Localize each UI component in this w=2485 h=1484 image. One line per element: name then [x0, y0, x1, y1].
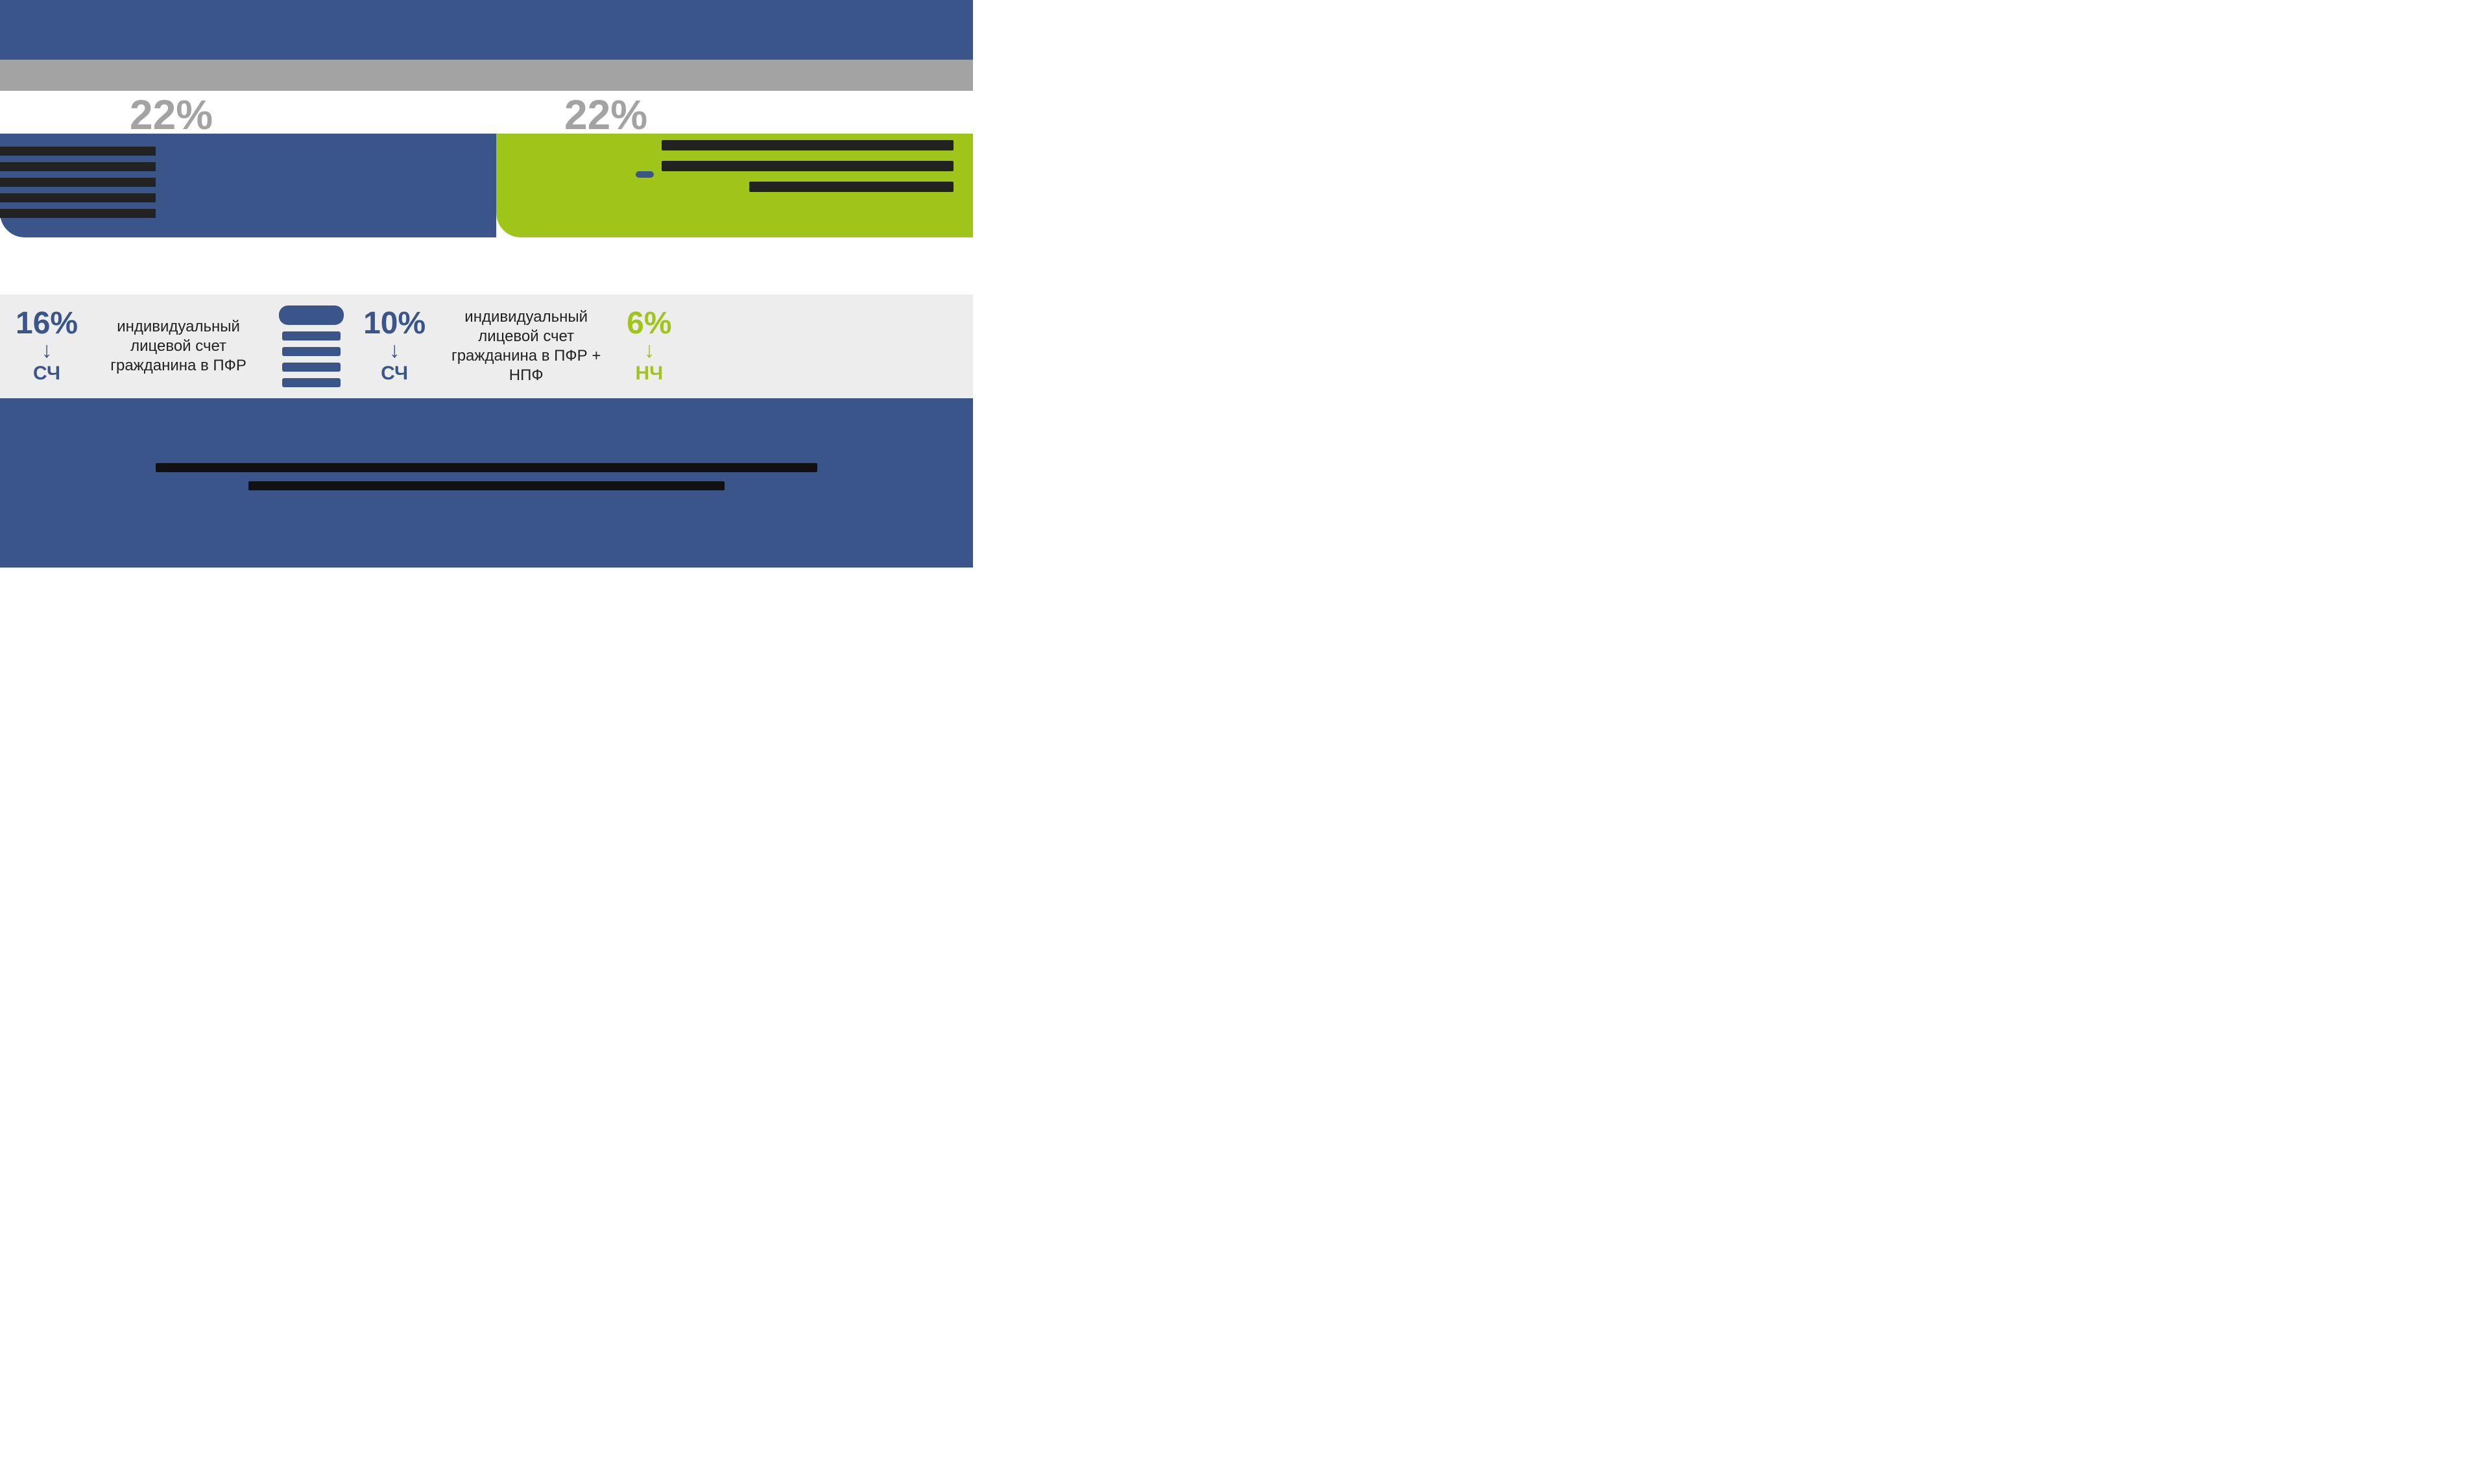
- headline-pct-right: 22%: [564, 91, 647, 139]
- barrel-icon: [279, 305, 344, 387]
- stripe: [0, 193, 156, 202]
- right-card-bar: [662, 140, 954, 150]
- bottom-bars: [156, 463, 817, 490]
- pct-tag: СЧ: [381, 363, 408, 385]
- right-card-bar: [749, 182, 954, 192]
- top-band: [0, 0, 973, 60]
- right-card: [662, 140, 954, 218]
- footer-bar: [156, 463, 817, 472]
- right-card-bar: [662, 161, 954, 171]
- stripe: [0, 147, 156, 156]
- arrow-down-icon: ↓: [643, 343, 654, 359]
- stripe: [0, 178, 156, 187]
- pct-value: 10%: [363, 308, 426, 339]
- barrel-line: [282, 347, 341, 356]
- barrel-cap: [279, 305, 344, 325]
- pct-block-16: 16% ↓ СЧ: [16, 308, 78, 385]
- barrel-line: [282, 378, 341, 387]
- stripe: [0, 162, 156, 171]
- arrow-down-icon: ↓: [389, 343, 400, 359]
- lower-row: 16% ↓ СЧ индивидуальный лицевой счет гра…: [0, 294, 973, 398]
- column-left: [0, 134, 477, 296]
- pct-tag: НЧ: [635, 363, 663, 385]
- center-fill: [477, 134, 496, 237]
- right-card-dot: [636, 171, 654, 178]
- bottom-band: [0, 398, 973, 568]
- pct-block-10: 10% ↓ СЧ: [363, 308, 426, 385]
- column-right: [496, 134, 973, 296]
- pct-desc: индивидуальный лицевой счет гражданина в…: [97, 317, 259, 376]
- arrow-down-icon: ↓: [42, 343, 53, 359]
- infographic-root: 22% 22% 16% ↓ СЧ инди: [0, 0, 973, 568]
- pct-desc: индивидуальный лицевой счет гражданина в…: [445, 307, 607, 385]
- barrel-line: [282, 331, 341, 341]
- footer-bar: [248, 481, 725, 490]
- barrel-line: [282, 363, 341, 372]
- stripe: [0, 209, 156, 218]
- gray-band: [0, 60, 973, 91]
- pct-tag: СЧ: [33, 363, 60, 385]
- lower-band: 16% ↓ СЧ индивидуальный лицевой счет гра…: [0, 294, 973, 398]
- left-stripes: [0, 147, 156, 218]
- headline-pct-left: 22%: [130, 91, 213, 139]
- pct-value: 16%: [16, 308, 78, 339]
- pct-block-6: 6% ↓ НЧ: [627, 308, 671, 385]
- pct-value: 6%: [627, 308, 671, 339]
